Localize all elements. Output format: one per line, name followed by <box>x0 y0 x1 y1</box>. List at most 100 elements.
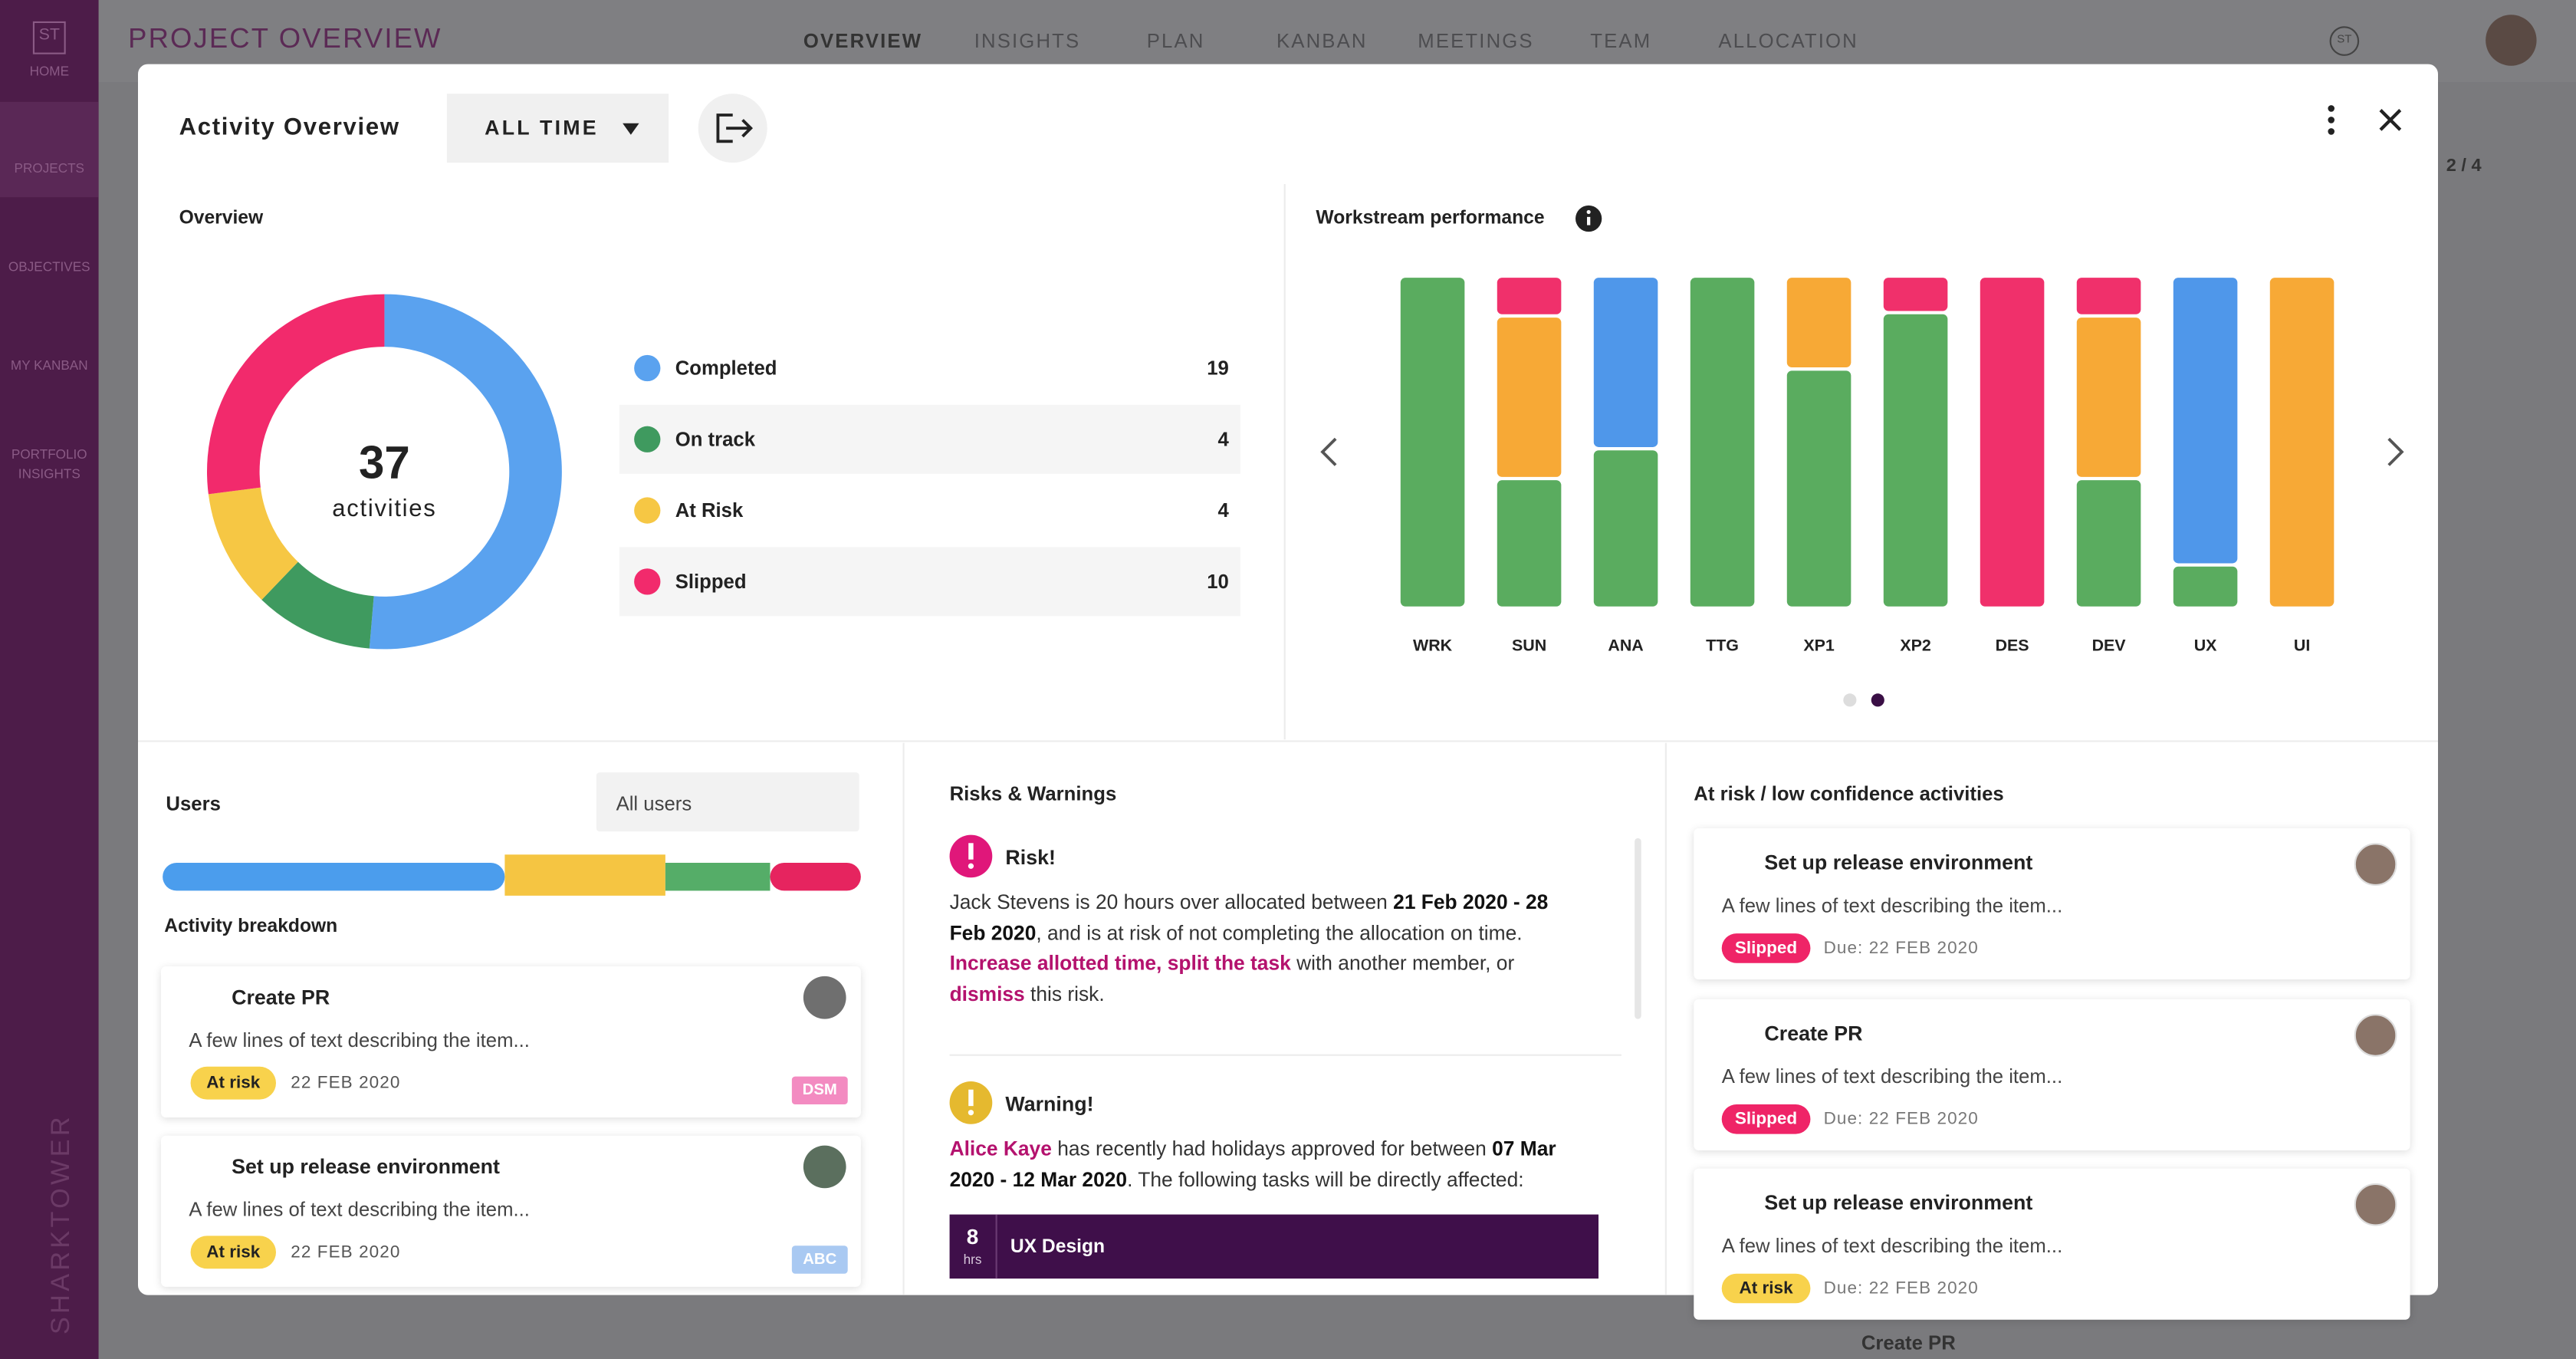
avatar <box>2486 15 2537 66</box>
pager: 2 / 4 <box>2446 156 2482 176</box>
dropdown-arrow <box>623 123 639 135</box>
avatar <box>803 976 846 1019</box>
section-heading: At risk / low confidence activities <box>1694 782 2004 805</box>
user-initials: ST <box>2329 26 2360 56</box>
x-tick-label: WRK <box>1413 637 1453 655</box>
card-title: Set up release environment <box>232 1155 500 1179</box>
sidebar-item[interactable]: PROJECTS <box>14 161 84 176</box>
card-date: 22 FEB 2020 <box>291 1242 401 1262</box>
card-description: A few lines of text describing the item.… <box>189 1028 530 1052</box>
legend-value: 10 <box>1207 571 1229 593</box>
export-icon <box>716 114 754 143</box>
bar-segment <box>1400 278 1465 607</box>
section-heading: Overview <box>179 209 264 229</box>
sidebar-item[interactable]: OBJECTIVES <box>8 259 90 275</box>
breakdown-segment <box>665 863 770 891</box>
card-tag: ABC <box>791 1245 848 1274</box>
date-range: 21 Feb 2020 - 28 Feb 2020 <box>949 890 1549 945</box>
nav-item[interactable]: INSIGHTS <box>974 29 1081 53</box>
donut-label: activities <box>332 495 436 522</box>
sidebar-item[interactable]: MY KANBAN <box>10 358 88 373</box>
task-divider <box>995 1214 997 1279</box>
donut-segment <box>261 561 374 649</box>
text: , and is at risk of not completing the a… <box>1036 921 1523 945</box>
x-tick-label: XP2 <box>1900 637 1931 655</box>
status-pill: Slipped <box>1721 933 1811 963</box>
sidebar-item[interactable]: HOME <box>29 64 69 79</box>
bar-segment <box>1497 480 1562 607</box>
date-range: 07 Mar 2020 - 12 Mar 2020 <box>949 1137 1556 1191</box>
x-tick-label: UI <box>2294 637 2310 655</box>
section-heading: Risks & Warnings <box>949 782 1117 805</box>
card-description: A few lines of text describing the item.… <box>189 1198 530 1222</box>
card-title: Set up release environment <box>1764 851 2033 874</box>
card-due: Due: 22 FEB 2020 <box>1823 938 1979 959</box>
avatar <box>2354 1014 2397 1057</box>
page-title: PROJECT OVERVIEW <box>128 23 442 54</box>
more-icon <box>2328 105 2334 135</box>
text: , <box>1156 952 1168 976</box>
nav-item[interactable]: OVERVIEW <box>803 29 923 53</box>
bar-segment <box>2269 278 2334 607</box>
filter-label: ALL TIME <box>485 117 599 140</box>
breakdown-segment <box>163 863 505 891</box>
action-link[interactable]: dismiss <box>949 982 1025 1005</box>
x-tick-label: ANA <box>1608 637 1643 655</box>
person-link[interactable]: Alice Kaye <box>949 1137 1052 1160</box>
modal-title: Activity Overview <box>179 115 400 142</box>
legend-dot <box>634 354 661 382</box>
logo: ST <box>32 21 66 54</box>
avatar <box>2354 843 2397 886</box>
legend-row <box>619 404 1240 474</box>
action-link[interactable]: Increase allotted time <box>949 952 1157 976</box>
card-description: A few lines of text describing the item.… <box>1721 893 2063 917</box>
avatar <box>2354 1183 2397 1226</box>
nav-item[interactable]: TEAM <box>1590 29 1652 53</box>
nav-item[interactable]: KANBAN <box>1276 29 1368 53</box>
legend-label: Slipped <box>675 571 747 593</box>
warning-text: Alice Kaye has recently had holidays app… <box>950 1134 1591 1196</box>
risk-title: Risk! <box>1005 846 1056 870</box>
arrow-right <box>2387 437 2404 466</box>
card-title: Create PR <box>232 986 330 1009</box>
legend-label: At Risk <box>675 500 744 522</box>
nav-item[interactable]: MEETINGS <box>1418 29 1534 53</box>
text: . The following tasks will be directly a… <box>1127 1167 1524 1191</box>
nav-item[interactable]: ALLOCATION <box>1718 29 1858 53</box>
card-due: Due: 22 FEB 2020 <box>1823 1278 1979 1298</box>
text: with another member, or <box>1290 952 1515 976</box>
donut-segment <box>208 487 298 601</box>
bar-segment <box>1980 278 2045 607</box>
warning-icon <box>949 1081 993 1124</box>
users-dropdown[interactable] <box>596 772 859 832</box>
card-tag: DSM <box>791 1076 848 1104</box>
bar-segment <box>2076 278 2141 314</box>
section-heading: Workstream performance <box>1316 209 1545 229</box>
scrollbar <box>1635 837 1641 1019</box>
action-link[interactable]: split the task <box>1167 952 1291 976</box>
warning-title: Warning! <box>1005 1093 1094 1116</box>
section-heading: Activity breakdown <box>164 916 338 937</box>
dividers <box>137 183 2438 1295</box>
bar-segment <box>1593 278 1658 447</box>
bar-segment <box>1786 370 1852 607</box>
card-date: 22 FEB 2020 <box>291 1073 401 1093</box>
sidebar-active <box>0 101 99 198</box>
bar-segment <box>1593 450 1658 607</box>
sidebar-item[interactable]: PORTFOLIO INSIGHTS <box>11 446 87 482</box>
text: has recently had holidays approved for b… <box>1051 1137 1493 1160</box>
card-description: A few lines of text describing the item.… <box>1721 1234 2063 1258</box>
task-unit: hrs <box>963 1252 982 1268</box>
info-icon <box>1576 205 1602 232</box>
bar-segment <box>2173 278 2238 564</box>
text: this risk. <box>1024 982 1105 1005</box>
legend-dot <box>634 568 661 595</box>
close-icon <box>2379 109 2402 131</box>
nav-item[interactable]: PLAN <box>1146 29 1205 53</box>
section-heading: Users <box>166 791 221 815</box>
legend-label: Completed <box>675 358 777 380</box>
x-tick-label: SUN <box>1512 637 1546 655</box>
risk-text: Jack Stevens is 20 hours over allocated … <box>950 887 1574 1009</box>
